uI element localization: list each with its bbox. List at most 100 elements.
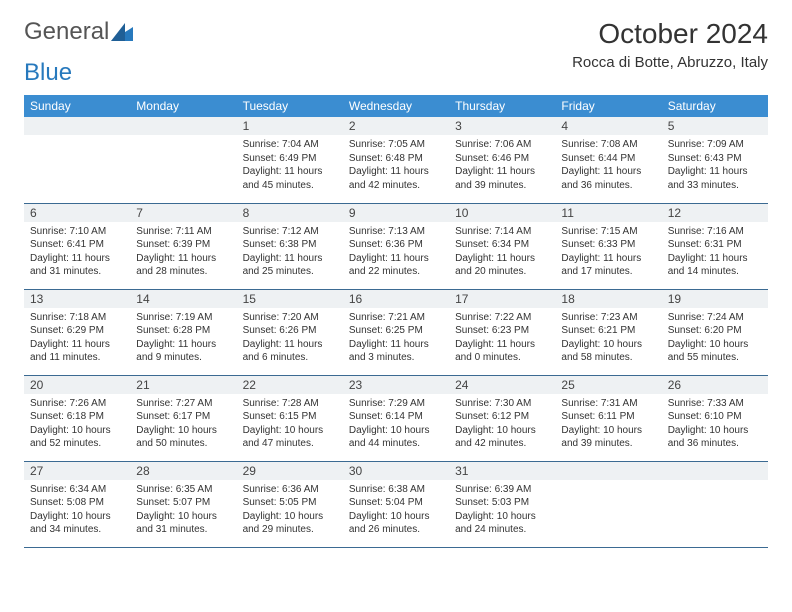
day-number: 4 [555, 117, 661, 135]
day-number [130, 117, 236, 135]
calendar-cell-empty [555, 461, 661, 547]
sunrise-text: Sunrise: 7:14 AM [455, 225, 549, 239]
sunrise-text: Sunrise: 7:15 AM [561, 225, 655, 239]
sunset-text: Sunset: 6:48 PM [349, 152, 443, 166]
day-number: 23 [343, 376, 449, 394]
sunrise-text: Sunrise: 6:34 AM [30, 483, 124, 497]
daylight-text: Daylight: 10 hours and 34 minutes. [30, 510, 124, 537]
sunrise-text: Sunrise: 7:06 AM [455, 138, 549, 152]
day-number: 3 [449, 117, 555, 135]
day-content: Sunrise: 6:38 AMSunset: 5:04 PMDaylight:… [343, 480, 449, 541]
daylight-text: Daylight: 11 hours and 6 minutes. [243, 338, 337, 365]
page-title: October 2024 [572, 18, 768, 50]
daylight-text: Daylight: 11 hours and 14 minutes. [668, 252, 762, 279]
daylight-text: Daylight: 11 hours and 20 minutes. [455, 252, 549, 279]
calendar-cell: 23Sunrise: 7:29 AMSunset: 6:14 PMDayligh… [343, 375, 449, 461]
sunset-text: Sunset: 6:25 PM [349, 324, 443, 338]
weekday-header: Tuesday [237, 95, 343, 117]
sunset-text: Sunset: 6:33 PM [561, 238, 655, 252]
calendar-cell: 7Sunrise: 7:11 AMSunset: 6:39 PMDaylight… [130, 203, 236, 289]
daylight-text: Daylight: 11 hours and 3 minutes. [349, 338, 443, 365]
day-content: Sunrise: 7:24 AMSunset: 6:20 PMDaylight:… [662, 308, 768, 369]
calendar-cell: 6Sunrise: 7:10 AMSunset: 6:41 PMDaylight… [24, 203, 130, 289]
sunrise-text: Sunrise: 7:10 AM [30, 225, 124, 239]
day-content: Sunrise: 7:15 AMSunset: 6:33 PMDaylight:… [555, 222, 661, 283]
day-number: 6 [24, 204, 130, 222]
day-number: 15 [237, 290, 343, 308]
weekday-header: Thursday [449, 95, 555, 117]
sunrise-text: Sunrise: 7:33 AM [668, 397, 762, 411]
day-content: Sunrise: 7:30 AMSunset: 6:12 PMDaylight:… [449, 394, 555, 455]
day-number: 17 [449, 290, 555, 308]
daylight-text: Daylight: 10 hours and 24 minutes. [455, 510, 549, 537]
sunrise-text: Sunrise: 7:08 AM [561, 138, 655, 152]
daylight-text: Daylight: 10 hours and 52 minutes. [30, 424, 124, 451]
sunrise-text: Sunrise: 7:19 AM [136, 311, 230, 325]
sunset-text: Sunset: 6:23 PM [455, 324, 549, 338]
calendar-cell: 18Sunrise: 7:23 AMSunset: 6:21 PMDayligh… [555, 289, 661, 375]
daylight-text: Daylight: 11 hours and 25 minutes. [243, 252, 337, 279]
day-number: 27 [24, 462, 130, 480]
weekday-header: Monday [130, 95, 236, 117]
sunset-text: Sunset: 5:08 PM [30, 496, 124, 510]
daylight-text: Daylight: 11 hours and 17 minutes. [561, 252, 655, 279]
day-number: 8 [237, 204, 343, 222]
calendar-cell: 26Sunrise: 7:33 AMSunset: 6:10 PMDayligh… [662, 375, 768, 461]
sunset-text: Sunset: 6:49 PM [243, 152, 337, 166]
calendar-cell: 1Sunrise: 7:04 AMSunset: 6:49 PMDaylight… [237, 117, 343, 203]
sunrise-text: Sunrise: 6:38 AM [349, 483, 443, 497]
title-block: October 2024 Rocca di Botte, Abruzzo, It… [572, 18, 768, 75]
daylight-text: Daylight: 11 hours and 39 minutes. [455, 165, 549, 192]
day-number: 30 [343, 462, 449, 480]
calendar-cell: 15Sunrise: 7:20 AMSunset: 6:26 PMDayligh… [237, 289, 343, 375]
calendar-cell: 24Sunrise: 7:30 AMSunset: 6:12 PMDayligh… [449, 375, 555, 461]
calendar-week-row: 6Sunrise: 7:10 AMSunset: 6:41 PMDaylight… [24, 203, 768, 289]
day-content: Sunrise: 7:29 AMSunset: 6:14 PMDaylight:… [343, 394, 449, 455]
sunset-text: Sunset: 6:31 PM [668, 238, 762, 252]
daylight-text: Daylight: 11 hours and 42 minutes. [349, 165, 443, 192]
sunrise-text: Sunrise: 7:13 AM [349, 225, 443, 239]
sunset-text: Sunset: 6:17 PM [136, 410, 230, 424]
weekday-header: Saturday [662, 95, 768, 117]
day-number: 16 [343, 290, 449, 308]
location-subtitle: Rocca di Botte, Abruzzo, Italy [572, 54, 768, 71]
sunset-text: Sunset: 6:26 PM [243, 324, 337, 338]
day-number: 13 [24, 290, 130, 308]
day-number: 18 [555, 290, 661, 308]
sunrise-text: Sunrise: 7:16 AM [668, 225, 762, 239]
day-number: 28 [130, 462, 236, 480]
sunset-text: Sunset: 6:21 PM [561, 324, 655, 338]
calendar-cell: 13Sunrise: 7:18 AMSunset: 6:29 PMDayligh… [24, 289, 130, 375]
day-number: 22 [237, 376, 343, 394]
day-number: 9 [343, 204, 449, 222]
sunset-text: Sunset: 6:46 PM [455, 152, 549, 166]
sunset-text: Sunset: 6:44 PM [561, 152, 655, 166]
day-number: 2 [343, 117, 449, 135]
calendar-cell: 10Sunrise: 7:14 AMSunset: 6:34 PMDayligh… [449, 203, 555, 289]
sunset-text: Sunset: 6:11 PM [561, 410, 655, 424]
day-number: 11 [555, 204, 661, 222]
logo-text-general: General [24, 18, 109, 46]
calendar-cell-empty [24, 117, 130, 203]
daylight-text: Daylight: 11 hours and 33 minutes. [668, 165, 762, 192]
day-number: 26 [662, 376, 768, 394]
calendar-cell: 31Sunrise: 6:39 AMSunset: 5:03 PMDayligh… [449, 461, 555, 547]
calendar-cell: 11Sunrise: 7:15 AMSunset: 6:33 PMDayligh… [555, 203, 661, 289]
day-number: 10 [449, 204, 555, 222]
day-content: Sunrise: 7:14 AMSunset: 6:34 PMDaylight:… [449, 222, 555, 283]
sunrise-text: Sunrise: 7:09 AM [668, 138, 762, 152]
sunset-text: Sunset: 6:10 PM [668, 410, 762, 424]
sunrise-text: Sunrise: 7:27 AM [136, 397, 230, 411]
daylight-text: Daylight: 10 hours and 26 minutes. [349, 510, 443, 537]
day-number: 5 [662, 117, 768, 135]
day-content: Sunrise: 6:39 AMSunset: 5:03 PMDaylight:… [449, 480, 555, 541]
calendar-week-row: 1Sunrise: 7:04 AMSunset: 6:49 PMDaylight… [24, 117, 768, 203]
calendar-cell: 29Sunrise: 6:36 AMSunset: 5:05 PMDayligh… [237, 461, 343, 547]
calendar-week-row: 27Sunrise: 6:34 AMSunset: 5:08 PMDayligh… [24, 461, 768, 547]
sunrise-text: Sunrise: 7:28 AM [243, 397, 337, 411]
calendar-cell: 3 Sunrise: 7:06 AMSunset: 6:46 PMDaylight… [449, 117, 555, 203]
sunrise-text: Sunrise: 7:05 AM [349, 138, 443, 152]
daylight-text: Daylight: 10 hours and 42 minutes. [455, 424, 549, 451]
sunrise-text: Sunrise: 7:29 AM [349, 397, 443, 411]
daylight-text: Daylight: 11 hours and 45 minutes. [243, 165, 337, 192]
